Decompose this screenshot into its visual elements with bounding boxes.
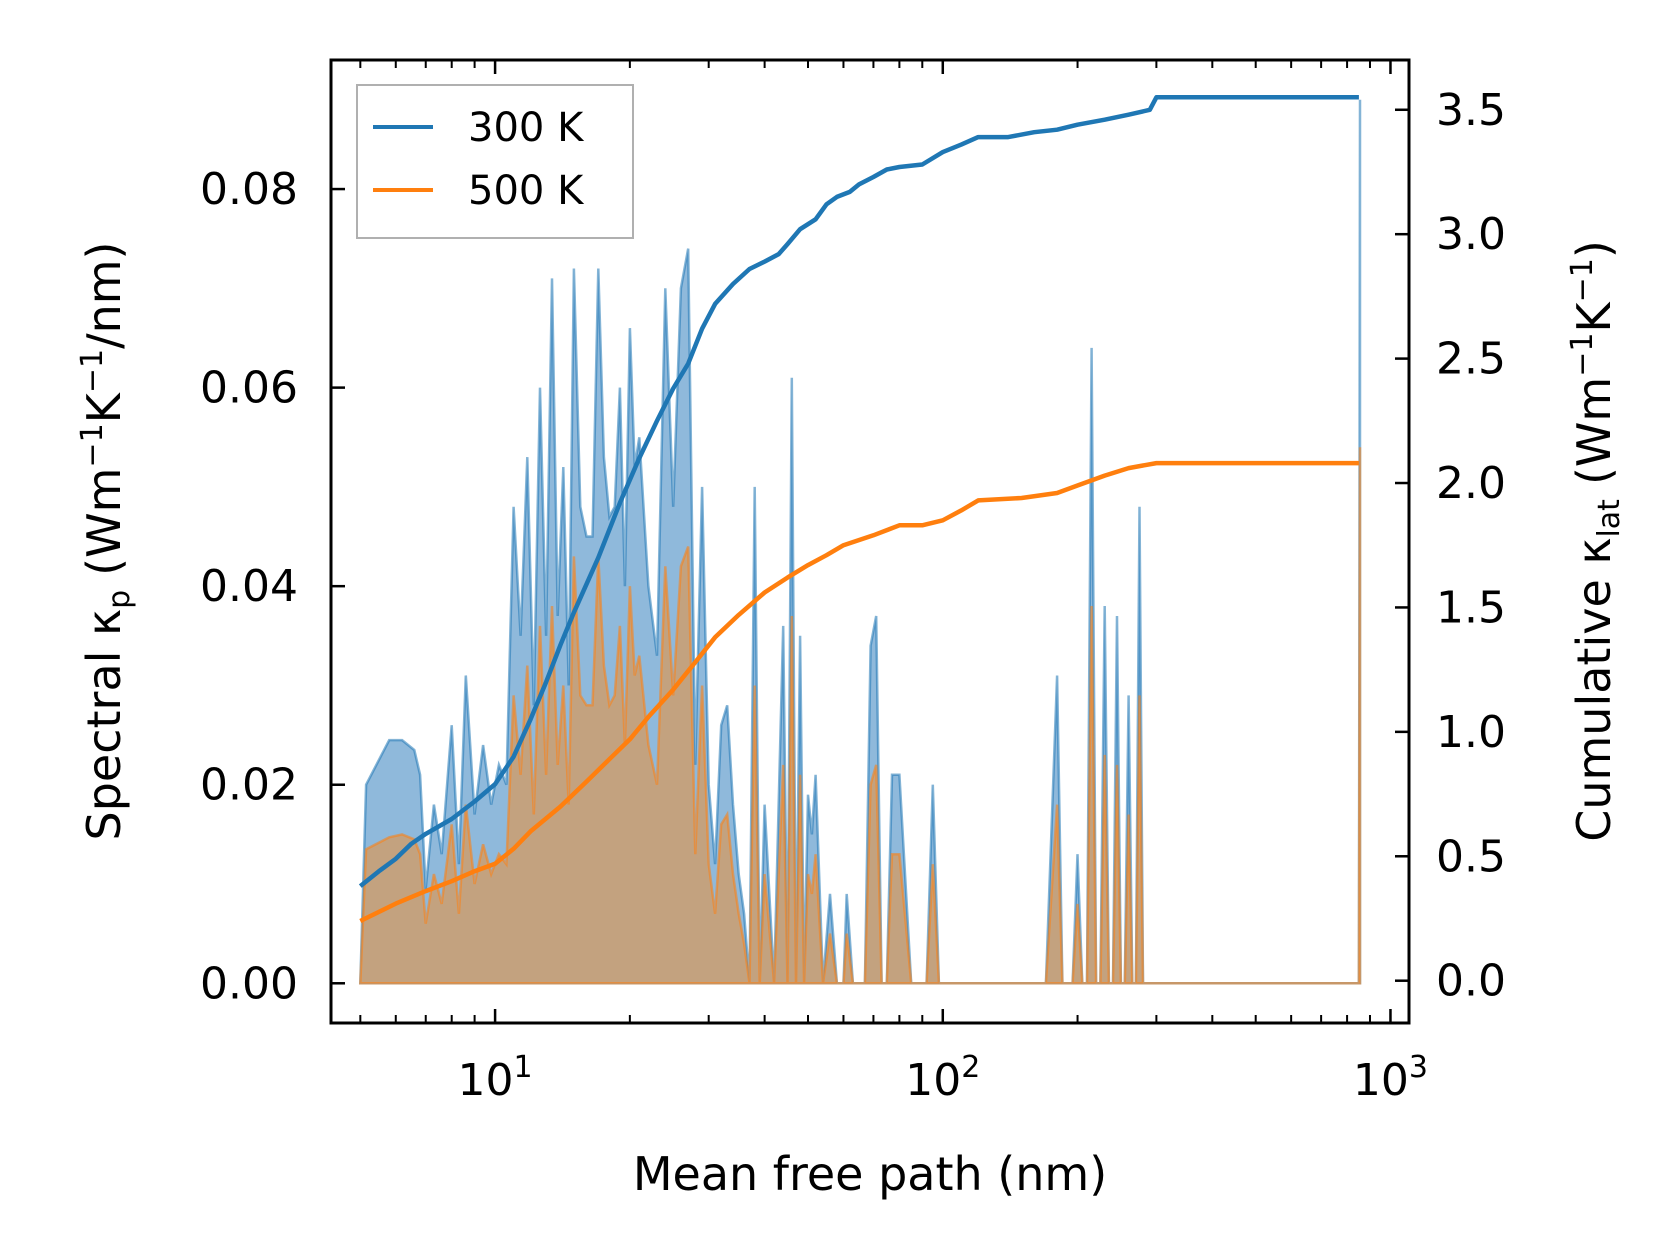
cumulative-lines <box>358 95 1359 924</box>
y-right-tick-label: 1.0 <box>1436 707 1506 758</box>
y-right-title-exp2: −1 <box>1565 258 1600 302</box>
y-axis-right-title: Cumulative κlat(Wm−1K−1) <box>1565 240 1627 842</box>
y-right-tick-label: 1.5 <box>1436 582 1506 633</box>
y-right-tick-label: 3.5 <box>1436 85 1506 136</box>
y-left-tick-label: 0.04 <box>200 561 298 612</box>
y-left-title-mid: K <box>77 391 131 423</box>
y-left-title-sub: p <box>102 590 137 609</box>
y-left-title-exp1: −1 <box>75 423 110 467</box>
y-right-tick-label: 2.5 <box>1436 334 1506 385</box>
y-left-title-main: Spectral κ <box>77 609 131 841</box>
y-left-tick-label: 0.06 <box>200 363 298 414</box>
cumulative-line-300k <box>358 95 1359 888</box>
plot-frame <box>329 58 1411 1025</box>
y-right-tick-label: 0.5 <box>1436 831 1506 882</box>
x-tick-label: 101 <box>458 1050 533 1106</box>
cumulative-line-500k <box>359 460 1359 924</box>
x-axis-title: Mean free path (nm) <box>633 1147 1107 1201</box>
spectral-fills <box>358 99 1362 985</box>
legend-label-500k: 500 K <box>468 168 585 214</box>
legend: 300 K 500 K <box>356 84 634 239</box>
y-left-title-unit-suffix: /nm) <box>77 242 131 349</box>
legend-box <box>356 84 634 239</box>
y-left-tick-label: 0.00 <box>200 958 298 1009</box>
y-left-tick-label: 0.08 <box>200 164 298 215</box>
x-tick-label: 102 <box>905 1050 980 1106</box>
y-right-title-unit-prefix: (Wm <box>1567 377 1621 485</box>
y-right-title-unit-suffix: ) <box>1567 240 1621 258</box>
y-right-tick-label: 0.0 <box>1436 956 1506 1007</box>
axis-tick-labels: 101 102 103 0.00 0.02 0.04 0.06 0.08 0.0 0.5 1.0 1.… <box>200 85 1506 1106</box>
y-right-tick-label: 2.0 <box>1436 458 1506 509</box>
legend-label-300k: 300 K <box>468 105 585 151</box>
y-left-title-exp2: −1 <box>75 349 110 393</box>
axis-ticks <box>331 60 1409 1023</box>
spectral-area-500k <box>358 447 1362 985</box>
y-right-tick-label: 3.0 <box>1436 209 1506 260</box>
x-tick-label: 103 <box>1353 1050 1428 1106</box>
y-right-title-mid: K <box>1567 301 1621 333</box>
y-axis-left-title: Spectral κp(Wm−1K−1/nm) <box>75 242 137 841</box>
y-right-title-sub: lat <box>1592 499 1627 538</box>
y-left-title-unit-prefix: (Wm <box>77 468 131 576</box>
y-right-title-main: Cumulative κ <box>1567 538 1621 842</box>
y-left-tick-label: 0.02 <box>200 760 298 811</box>
y-right-title-exp1: −1 <box>1565 333 1600 377</box>
